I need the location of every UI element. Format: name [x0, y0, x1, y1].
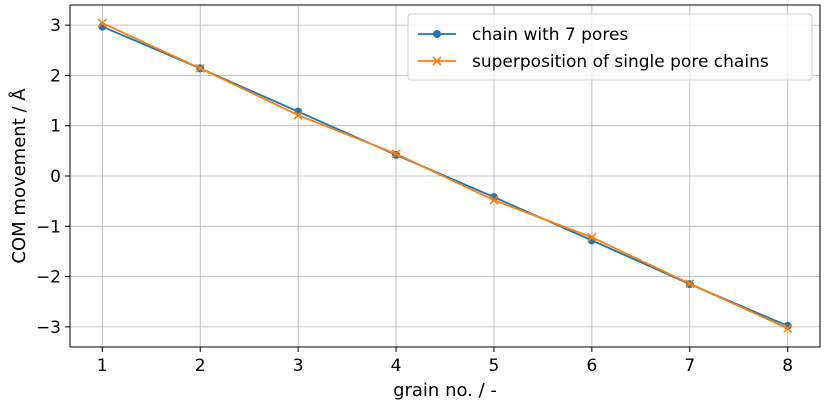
y-tick-label: −1 — [36, 217, 61, 237]
x-tick-label: 5 — [489, 356, 500, 376]
y-tick-label: 0 — [50, 167, 61, 187]
data-point — [489, 195, 499, 205]
y-tick-label: 3 — [50, 16, 61, 36]
x-tick-label: 2 — [195, 356, 206, 376]
data-point — [587, 232, 597, 242]
y-tick-label: 1 — [50, 117, 61, 137]
y-tick-label: 2 — [50, 66, 61, 86]
data-point — [195, 63, 205, 73]
legend-box — [407, 13, 813, 81]
legend-marker — [433, 30, 441, 38]
x-tick-label: 1 — [97, 356, 108, 376]
ticks: 1 2 3 4 5 6 7 8 3 2 1 0 −1 −2 −3 — [36, 16, 793, 376]
data-point — [293, 110, 303, 120]
data-point — [685, 279, 695, 289]
y-tick-label: −3 — [36, 318, 61, 338]
x-tick-label: 7 — [684, 356, 695, 376]
data-point — [783, 323, 793, 333]
x-tick-label: 4 — [391, 356, 402, 376]
legend: chain with 7 pores superposition of singl… — [407, 13, 813, 81]
legend-item-2: superposition of single pore chains — [418, 52, 769, 72]
x-axis-label: grain no. / - — [393, 380, 497, 401]
legend-item-1: chain with 7 pores — [418, 25, 628, 45]
y-axis-label: COM movement / Å — [8, 88, 30, 264]
legend-marker — [432, 56, 442, 66]
x-tick-label: 8 — [782, 356, 793, 376]
legend-label: chain with 7 pores — [472, 25, 628, 45]
data-point — [97, 18, 107, 28]
y-tick-label: −2 — [36, 268, 61, 288]
x-tick-label: 3 — [293, 356, 304, 376]
legend-label: superposition of single pore chains — [472, 52, 769, 72]
series-layer — [97, 18, 793, 333]
x-tick-label: 6 — [586, 356, 597, 376]
series-line-2 — [101, 22, 789, 330]
data-point — [391, 149, 401, 159]
